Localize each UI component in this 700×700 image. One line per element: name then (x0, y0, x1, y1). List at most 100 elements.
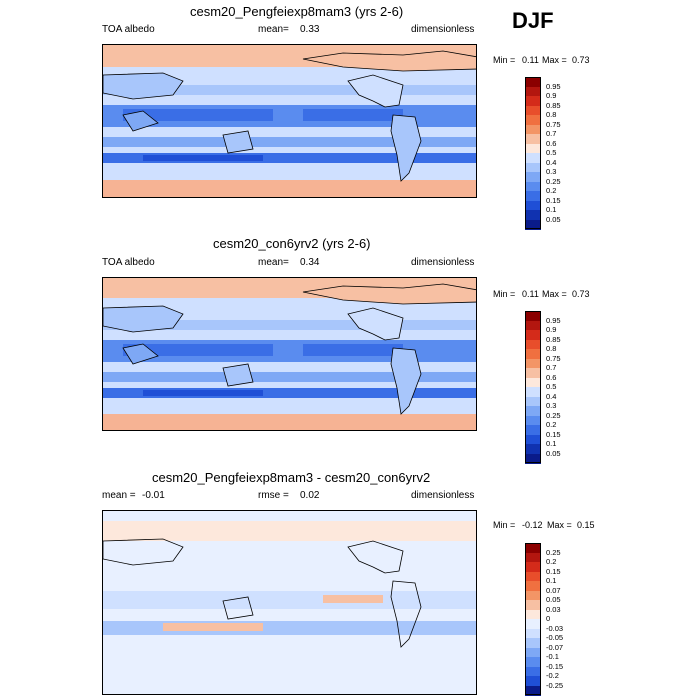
colorbar-segment (525, 685, 541, 696)
colorbar-segment (525, 191, 541, 201)
colorbar-segment (525, 368, 541, 378)
panel3-rmse-value: 0.02 (300, 490, 320, 501)
colorbar-segment (525, 124, 541, 135)
colorbar-tick-label: -0.03 (546, 623, 564, 633)
panel2-map (102, 277, 477, 431)
colorbar-tick-label: -0.25 (546, 680, 564, 690)
panel1-min-label: Min = (493, 55, 516, 65)
panel1-mean-value: 0.33 (300, 24, 320, 35)
colorbar-segment (525, 349, 541, 359)
panel1-map (102, 44, 477, 198)
colorbar-tick-label: -0.15 (546, 661, 564, 671)
colorbar-segment (525, 425, 541, 435)
colorbar-tick-label: 0.6 (546, 372, 557, 382)
colorbar-tick-label: 0.85 (546, 334, 561, 344)
colorbar-segment (525, 600, 541, 610)
colorbar-tick-label: 0.95 (546, 81, 561, 91)
colorbar-frame (525, 77, 541, 229)
panel1-max-label: Max = (542, 55, 567, 65)
colorbar-segment (525, 406, 541, 416)
colorbar-tick-label: 0.25 (546, 176, 561, 186)
colorbar-segment (525, 676, 541, 686)
colorbar-segment (525, 311, 541, 321)
panel3-colorbar (525, 543, 541, 696)
colorbar-segment (525, 453, 541, 464)
colorbar-tick-label: -0.05 (546, 633, 564, 642)
panel3-min-label: Min = (493, 520, 516, 530)
colorbar-tick-label: 0.6 (546, 138, 557, 148)
colorbar-tick-label: 0.9 (546, 325, 557, 334)
colorbar-segment (525, 96, 541, 106)
colorbar-segment (525, 543, 541, 553)
panel1-variable: TOA albedo (102, 24, 155, 35)
colorbar-tick-label: 0 (546, 614, 551, 623)
colorbar-tick-label: 0.25 (546, 547, 561, 557)
colorbar-segment (525, 638, 541, 648)
colorbar-tick-label: 0.1 (546, 576, 557, 585)
colorbar-tick-label: 0.15 (546, 429, 561, 439)
colorbar-tick-label: 0.05 (546, 595, 561, 604)
panel3-mean-value: -0.01 (142, 490, 165, 501)
colorbar-segment (525, 143, 541, 154)
colorbar-tick-label: 0.03 (546, 604, 561, 614)
colorbar-segment (525, 153, 541, 163)
colorbar-tick-label: 0.05 (546, 214, 561, 224)
colorbar-tick-label: 0.8 (546, 110, 557, 119)
panel2-title: cesm20_con6yrv2 (yrs 2-6) (213, 236, 371, 251)
colorbar-segment (525, 666, 541, 677)
colorbar-segment (525, 619, 541, 629)
colorbar-tick-label: -0.2 (546, 671, 559, 680)
colorbar-tick-label: 0.2 (546, 557, 557, 566)
panel3-rmse-label: rmse = (258, 490, 289, 501)
colorbar-tick-label: 0.4 (546, 391, 557, 401)
colorbar-segment (525, 562, 541, 572)
season-label: DJF (512, 8, 554, 33)
panel3-map-field (103, 511, 476, 694)
colorbar-tick-label: -0.07 (546, 642, 564, 652)
colorbar-segment (525, 387, 541, 397)
colorbar-segment (525, 200, 541, 211)
panel1-map-field (103, 45, 476, 197)
colorbar-segment (525, 320, 541, 331)
panel1-mean-label: mean= (258, 24, 289, 35)
colorbar-tick-label: 0.05 (546, 448, 561, 458)
panel3-max-value: 0.15 (577, 520, 595, 530)
colorbar-tick-label: 0.3 (546, 401, 557, 410)
panel2-max-value: 0.73 (572, 289, 590, 299)
colorbar-tick-label: 0.2 (546, 420, 557, 429)
panel2-min-label: Min = (493, 289, 516, 299)
colorbar-segment (525, 590, 541, 601)
colorbar-segment (525, 210, 541, 220)
colorbar-segment (525, 628, 541, 639)
colorbar-tick-label: 0.7 (546, 363, 557, 372)
colorbar-tick-label: 0.7 (546, 129, 557, 138)
colorbar-tick-label: 0.15 (546, 195, 561, 205)
panel2-colorbar (525, 311, 541, 464)
colorbar-segment (525, 162, 541, 173)
colorbar-segment (525, 115, 541, 125)
colorbar-tick-label: 0.07 (546, 585, 561, 595)
colorbar-tick-label: 0.5 (546, 148, 557, 157)
colorbar-tick-label: 0.95 (546, 315, 561, 325)
colorbar-tick-label: 0.2 (546, 186, 557, 195)
panel1-min-value: 0.11 (522, 55, 539, 65)
colorbar-segment (525, 181, 541, 192)
colorbar-segment (525, 415, 541, 426)
colorbar-tick-label: 0.3 (546, 167, 557, 176)
panel1-units: dimensionless (411, 24, 475, 35)
colorbar-tick-label: -0.1 (546, 652, 559, 661)
colorbar-segment (525, 657, 541, 667)
panel2-mean-value: 0.34 (300, 257, 320, 268)
colorbar-tick-label: 0.85 (546, 100, 561, 110)
colorbar-tick-label: 0.1 (546, 439, 557, 448)
panel3-title: cesm20_Pengfeiexp8mam3 - cesm20_con6yrv2 (152, 470, 431, 485)
panel2-map-field (103, 278, 476, 430)
colorbar-segment (525, 86, 541, 97)
colorbar-tick-label: 0.9 (546, 91, 557, 100)
colorbar-segment (525, 339, 541, 350)
panel3-mean-label: mean = (102, 490, 136, 501)
colorbar-segment (525, 552, 541, 563)
colorbar-tick-label: 0.15 (546, 566, 561, 576)
colorbar-segment (525, 377, 541, 388)
colorbar-segment (525, 358, 541, 369)
